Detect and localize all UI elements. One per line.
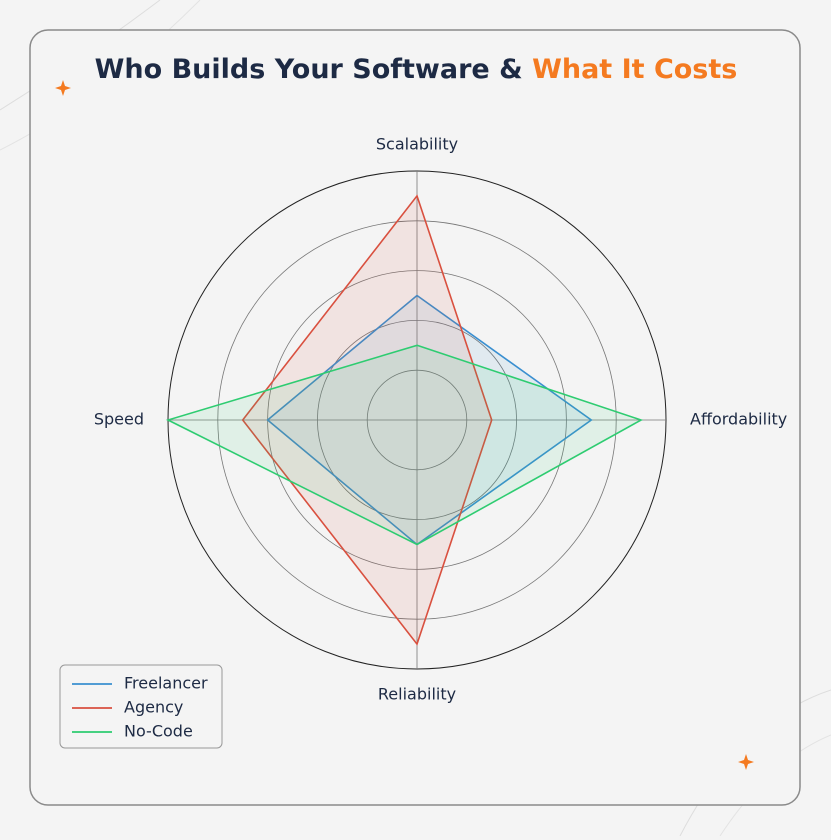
chart-title: Who Builds Your Software & What It Costs <box>95 54 738 85</box>
axis-label: Reliability <box>378 685 456 704</box>
legend-label: No-Code <box>124 722 193 741</box>
sparkle <box>738 754 754 770</box>
axis-label: Speed <box>94 410 144 429</box>
series-area <box>165 344 644 546</box>
card <box>29 29 801 806</box>
plot: Scalability Affordability Reliability Speed <box>94 135 787 704</box>
axis-label: Scalability <box>376 135 458 154</box>
series-area <box>241 194 493 646</box>
legend-label: Agency <box>124 698 183 717</box>
legend: Freelancer Agency No-Code <box>72 674 208 741</box>
legend-box <box>59 664 223 749</box>
sparkle <box>55 80 71 96</box>
title-highlight: What It Costs <box>532 54 737 85</box>
legend-label: Freelancer <box>124 674 208 693</box>
title-main: Who Builds Your Software & <box>95 54 523 85</box>
axis-label: Affordability <box>690 410 787 429</box>
